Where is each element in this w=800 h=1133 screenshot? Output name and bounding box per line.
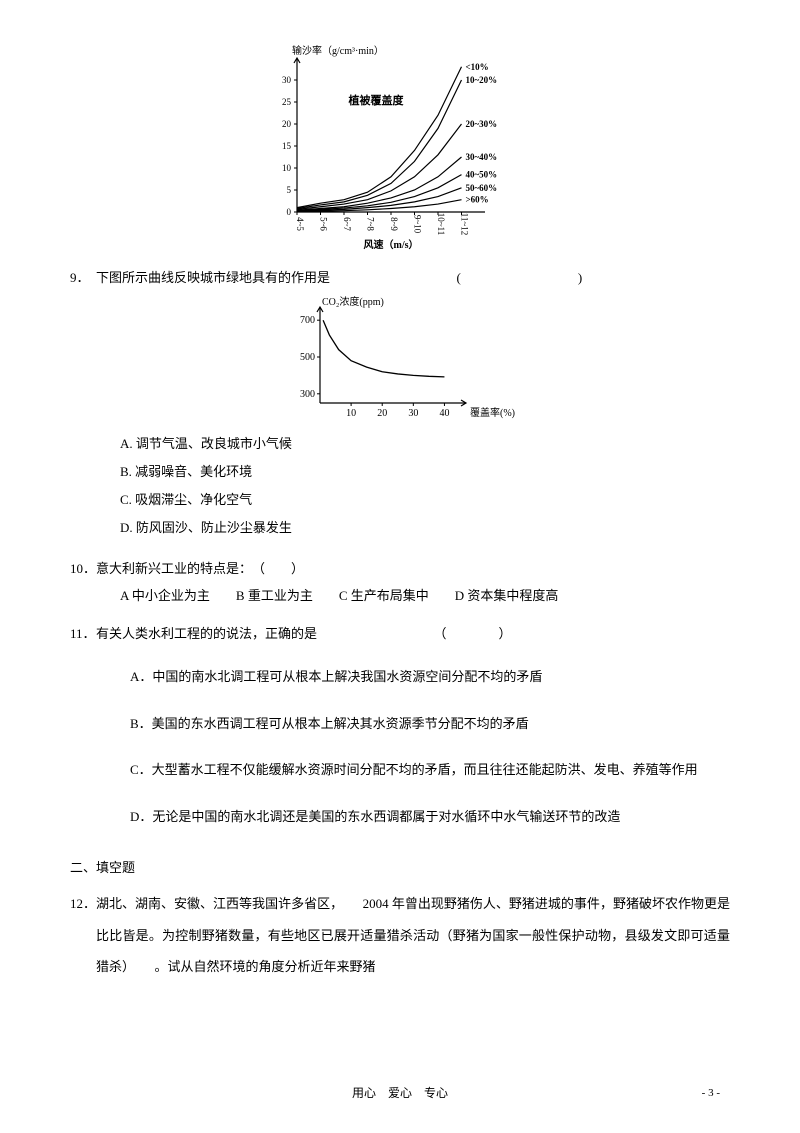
svg-text:11~12: 11~12 xyxy=(460,213,470,236)
svg-text:25: 25 xyxy=(282,97,292,107)
svg-text:300: 300 xyxy=(300,389,315,400)
q11-num: 11． xyxy=(70,624,96,645)
q9-stem: 下图所示曲线反映城市绿地具有的作用是 ( ) xyxy=(96,268,730,289)
q12-num: 12． xyxy=(70,888,96,919)
svg-text:>60%: >60% xyxy=(466,195,489,205)
q11-optB: B．美国的东水西调工程可从根本上解决其水资源季节分配不均的矛盾 xyxy=(130,710,730,739)
q9-options: A. 调节气温、改良城市小气候 B. 减弱噪音、美化环境 C. 吸烟滞尘、净化空… xyxy=(120,431,730,541)
svg-text:20~30%: 20~30% xyxy=(466,119,498,129)
svg-text:15: 15 xyxy=(282,141,292,151)
svg-text:8~9: 8~9 xyxy=(389,217,399,231)
q10-num: 10． xyxy=(70,559,96,580)
svg-text:输沙率（g/cm³·min）: 输沙率（g/cm³·min） xyxy=(292,44,384,57)
svg-text:20: 20 xyxy=(282,119,292,129)
svg-text:0: 0 xyxy=(287,207,292,217)
q11-paren: （ ） xyxy=(434,624,512,645)
svg-text:<10%: <10% xyxy=(466,62,489,72)
q9-paren: ( ) xyxy=(457,268,583,289)
svg-text:4~5: 4~5 xyxy=(295,217,305,231)
q10-options: A 中小企业为主 B 重工业为主 C 生产布局集中 D 资本集中程度高 xyxy=(120,586,730,607)
question-9: 9． 下图所示曲线反映城市绿地具有的作用是 ( ) xyxy=(70,268,730,289)
question-10: 10． 意大利新兴工业的特点是： （ ） xyxy=(70,559,730,580)
svg-text:9~10: 9~10 xyxy=(413,215,423,234)
svg-text:50~60%: 50~60% xyxy=(466,183,498,193)
chart2-container: 300 500 700 10 20 30 40 CO₂浓度(ppm) 覆盖率(%) xyxy=(70,293,730,423)
chart1-container: 0 5 10 15 20 25 30 4~5 5~6 6~7 7~8 8~9 9~10 10~11 11~1… xyxy=(70,40,730,250)
svg-text:40~50%: 40~50% xyxy=(466,170,498,180)
svg-text:CO₂浓度(ppm): CO₂浓度(ppm) xyxy=(322,295,384,308)
svg-text:30: 30 xyxy=(408,408,418,419)
svg-text:40: 40 xyxy=(439,408,449,419)
q11-stem: 有关人类水利工程的的说法，正确的是 （ ） xyxy=(96,624,730,645)
page-number: - 3 - xyxy=(702,1085,720,1103)
q9-optB: B. 减弱噪音、美化环境 xyxy=(120,459,730,485)
q9-stem-text: 下图所示曲线反映城市绿地具有的作用是 xyxy=(96,270,330,285)
q9-optD: D. 防风固沙、防止沙尘暴发生 xyxy=(120,515,730,541)
svg-text:5~6: 5~6 xyxy=(319,217,329,231)
q9-num: 9． xyxy=(70,268,96,289)
q11-stem-text: 有关人类水利工程的的说法，正确的是 xyxy=(96,626,317,641)
q12-text: 湖北、湖南、安徽、江西等我国许多省区， 2004 年曾出现野猪伤人、野猪进城的事… xyxy=(96,888,730,982)
q11-optD: D．无论是中国的南水北调还是美国的东水西调都属于对水循环中水气输送环节的改造 xyxy=(130,803,730,832)
svg-text:30: 30 xyxy=(282,75,292,85)
svg-text:30~40%: 30~40% xyxy=(466,152,498,162)
section-2-heading: 二、填空题 xyxy=(70,858,730,879)
svg-text:5: 5 xyxy=(287,185,292,195)
svg-text:风速（m/s）: 风速（m/s） xyxy=(364,238,419,250)
chart1: 0 5 10 15 20 25 30 4~5 5~6 6~7 7~8 8~9 9~10 10~11 11~1… xyxy=(255,40,545,250)
page-footer: 用心 爱心 专心 xyxy=(0,1084,800,1103)
svg-text:植被覆盖度: 植被覆盖度 xyxy=(347,93,404,107)
svg-text:6~7: 6~7 xyxy=(342,217,352,231)
chart2: 300 500 700 10 20 30 40 CO₂浓度(ppm) 覆盖率(%) xyxy=(280,293,520,423)
q9-optC: C. 吸烟滞尘、净化空气 xyxy=(120,487,730,513)
q9-optA: A. 调节气温、改良城市小气候 xyxy=(120,431,730,457)
svg-text:7~8: 7~8 xyxy=(366,217,376,231)
svg-text:10~11: 10~11 xyxy=(436,213,446,236)
q10-stem: 意大利新兴工业的特点是： （ ） xyxy=(96,559,730,580)
svg-text:500: 500 xyxy=(300,352,315,363)
svg-text:10: 10 xyxy=(346,408,356,419)
q11-options: A．中国的南水北调工程可从根本上解决我国水资源空间分配不均的矛盾 B．美国的东水… xyxy=(130,663,730,831)
q11-optA: A．中国的南水北调工程可从根本上解决我国水资源空间分配不均的矛盾 xyxy=(130,663,730,692)
svg-text:700: 700 xyxy=(300,315,315,326)
svg-text:覆盖率(%): 覆盖率(%) xyxy=(470,406,515,419)
svg-text:10: 10 xyxy=(282,163,292,173)
svg-text:20: 20 xyxy=(377,408,387,419)
question-12: 12． 湖北、湖南、安徽、江西等我国许多省区， 2004 年曾出现野猪伤人、野猪… xyxy=(70,888,730,982)
q11-optC: C．大型蓄水工程不仅能缓解水资源时间分配不均的矛盾，而且往往还能起防洪、发电、养… xyxy=(130,756,730,785)
question-11: 11． 有关人类水利工程的的说法，正确的是 （ ） xyxy=(70,624,730,645)
svg-text:10~20%: 10~20% xyxy=(466,75,498,85)
